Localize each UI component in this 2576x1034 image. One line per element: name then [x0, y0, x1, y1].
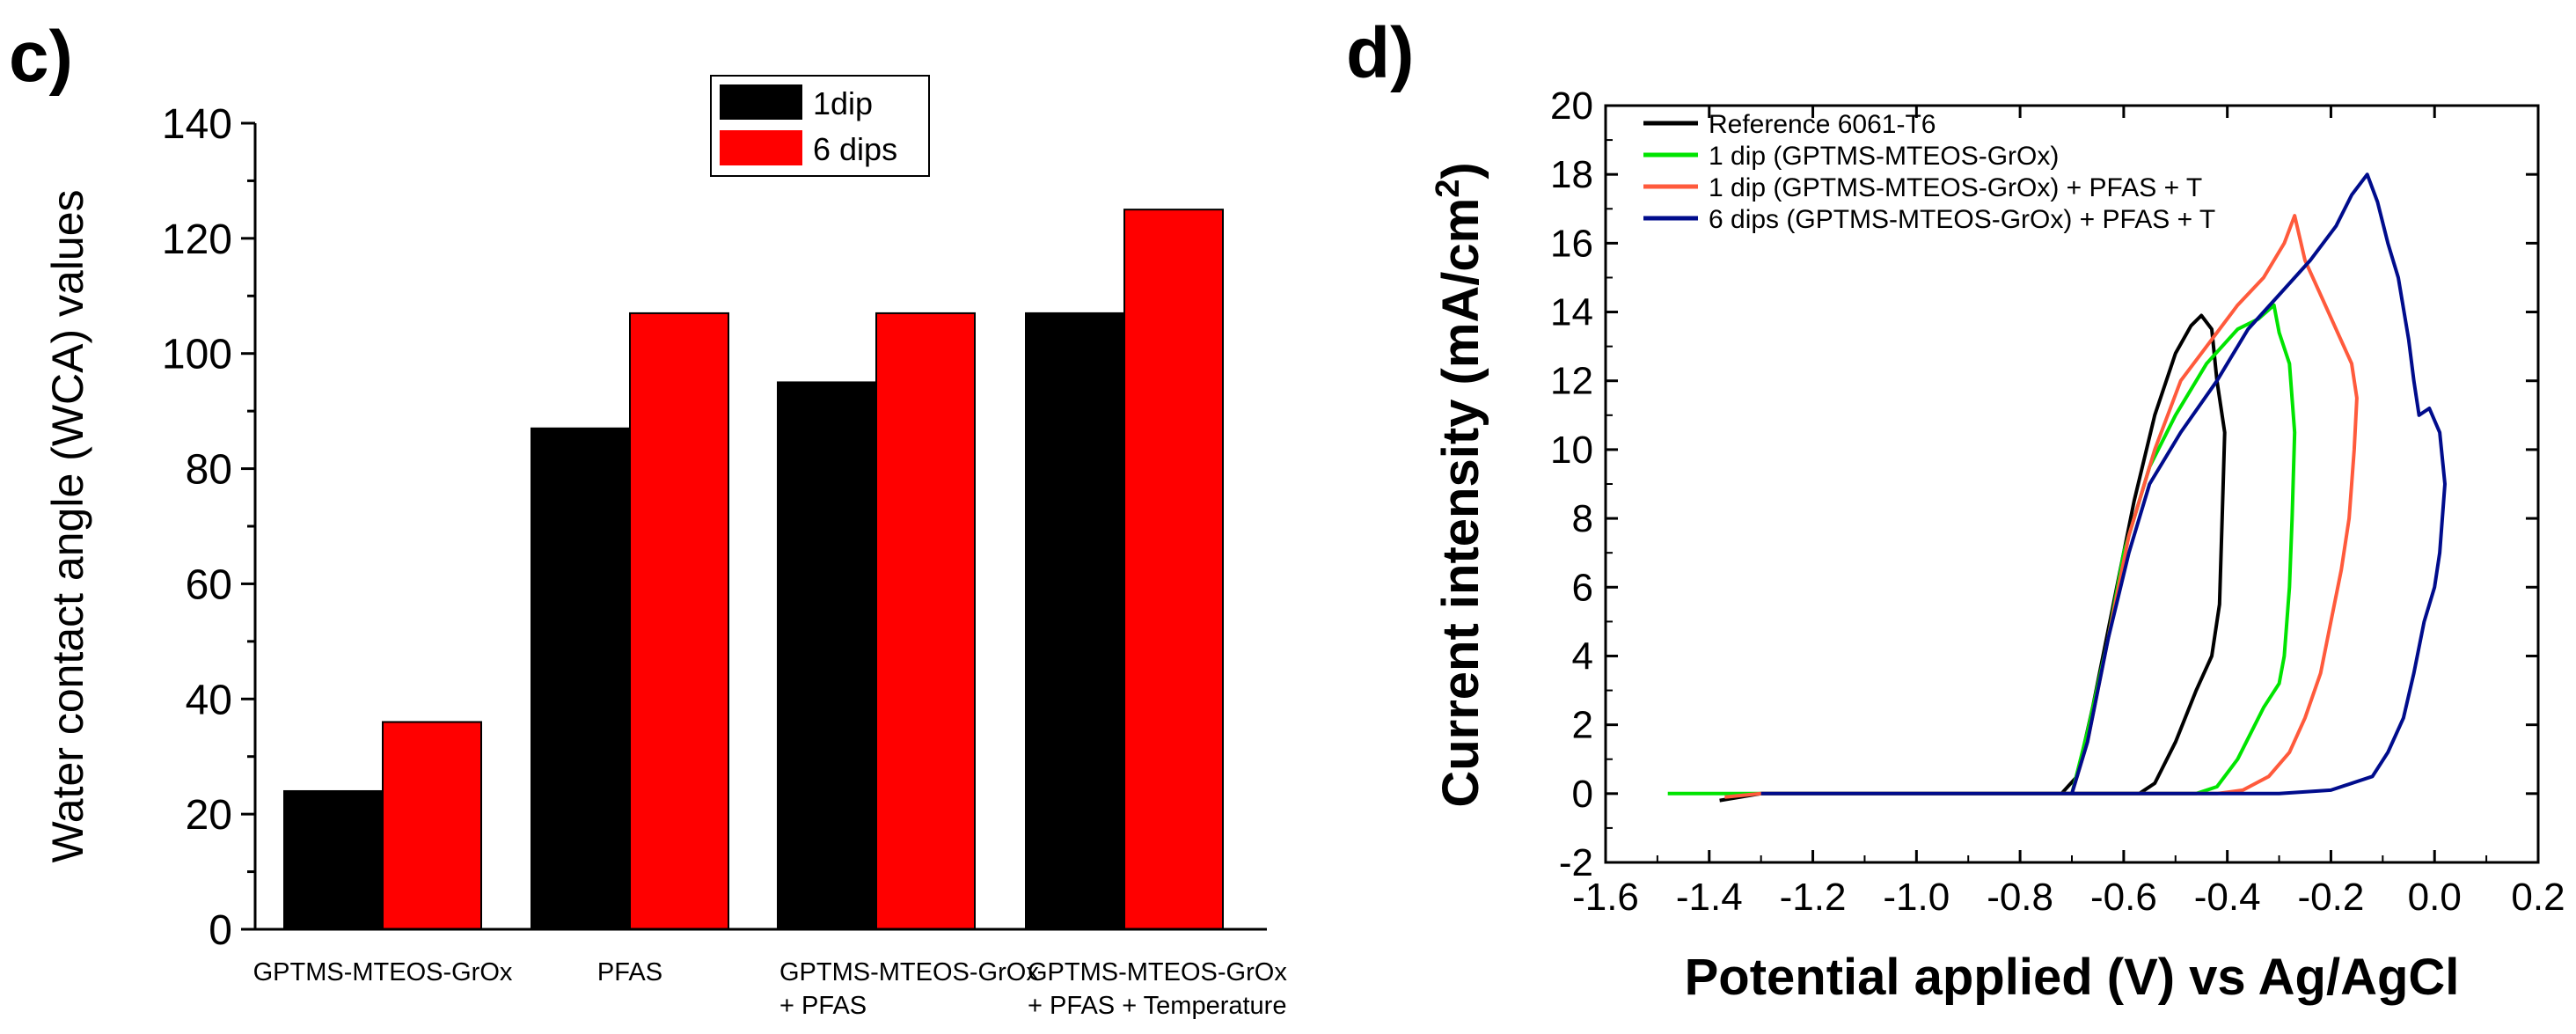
line-chart-panel: d) -1.6 -1.4 -1.2 -1.0 -0.8 -0.6 -0.4 -0.2 0.0 0.…: [1346, 13, 2565, 1006]
bar-1dip-1: [283, 789, 384, 930]
line-series-3: [1724, 214, 2359, 799]
bar-1dip-3: [777, 381, 877, 930]
line-x-tick-label: -0.8: [1987, 876, 2053, 919]
bar-category-label: + PFAS + Temperature: [1028, 992, 1286, 1020]
bar-6dips-3: [875, 312, 976, 930]
bar-y-tick-label: 60: [186, 561, 232, 608]
line-x-tick-label: -0.4: [2194, 876, 2261, 919]
bar-category-label: GPTMS-MTEOS-GrOx: [253, 958, 513, 986]
bar-category-label: PFAS: [597, 958, 662, 986]
line-y-tick-label: 18: [1550, 153, 1593, 196]
line-y-tick-label: 2: [1572, 704, 1593, 747]
panel-label-c: c): [9, 17, 73, 97]
line-legend-label: 1 dip (GPTMS-MTEOS-GrOx): [1709, 142, 2059, 171]
line-y-tick-label: 8: [1572, 497, 1593, 540]
line-series-4: [1760, 172, 2447, 796]
bar-y-tick-label: 0: [209, 907, 232, 954]
bar-6dips-2: [629, 312, 729, 930]
bar-y-tick-label: 20: [186, 792, 232, 839]
panel-label-d: d): [1346, 13, 1414, 93]
bar-y-tick-label: 140: [162, 101, 232, 148]
bar-category-label: + PFAS: [779, 992, 867, 1020]
line-series-group: [1667, 172, 2447, 803]
bar-series-group: [283, 209, 1224, 931]
bar-1dip-2: [531, 427, 631, 930]
line-y-tick-label: 20: [1550, 84, 1593, 128]
bar-chart-panel: c) 0 20 40 60 80 100 120 140 GPTMS-MTEOS-GrOx PF…: [9, 17, 1287, 1020]
legend-label-1dip: 1dip: [813, 85, 873, 121]
bar-y-tick-label: 120: [162, 216, 232, 263]
bar-y-tick-label: 40: [186, 677, 232, 723]
line-x-tick-label: 0.0: [2408, 876, 2462, 919]
line-y-tick-label: -2: [1559, 841, 1593, 884]
line-axes-ticks: -1.6 -1.4 -1.2 -1.0 -0.8 -0.6 -0.4 -0.2 0.0 0.2 -2…: [1550, 84, 2565, 919]
line-x-tick-label: -1.4: [1676, 876, 1743, 919]
bar-y-axis: 0 20 40 60 80 100 120 140: [162, 101, 255, 954]
line-x-axis-title: Potential applied (V) vs Ag/AgCl: [1685, 949, 2460, 1006]
bar-y-tick-label: 80: [186, 447, 232, 494]
bar-category-labels: GPTMS-MTEOS-GrOx PFAS GPTMS-MTEOS-GrOx + PF…: [253, 958, 1288, 1020]
line-x-tick-label: -1.2: [1780, 876, 1847, 919]
line-x-tick-label: -1.6: [1572, 876, 1639, 919]
bar-1dip-4: [1025, 312, 1125, 930]
line-y-tick-label: 16: [1550, 222, 1593, 265]
line-legend-label: Reference 6061-T6: [1709, 110, 1936, 139]
line-legend-label: 6 dips (GPTMS-MTEOS-GrOx) + PFAS + T: [1709, 205, 2215, 234]
line-legend-label: 1 dip (GPTMS-MTEOS-GrOx) + PFAS + T: [1709, 173, 2202, 202]
line-x-tick-label: -0.2: [2298, 876, 2365, 919]
line-y-axis-title-close: ): [1432, 162, 1489, 179]
line-y-tick-label: 6: [1572, 566, 1593, 609]
line-x-tick-label: 0.2: [2511, 876, 2565, 919]
line-legend: Reference 6061-T6 1 dip (GPTMS-MTEOS-GrOx…: [1643, 110, 2215, 234]
bar-category-label: GPTMS-MTEOS-GrOx: [779, 958, 1039, 986]
line-y-axis-title: Current intensity (mA/cm2): [1430, 162, 1489, 807]
line-y-tick-label: 10: [1550, 429, 1593, 472]
bar-6dips-1: [382, 721, 482, 931]
line-y-tick-label: 4: [1572, 634, 1593, 678]
bar-y-axis-title: Water contact angle (WCA) values: [43, 189, 92, 862]
line-x-tick-label: -1.0: [1883, 876, 1950, 919]
legend-swatch-1dip: [720, 84, 802, 120]
line-series-1: [1719, 313, 2227, 803]
legend-swatch-6dips: [720, 130, 802, 165]
line-x-tick-label: -0.6: [2090, 876, 2157, 919]
bar-legend: 1dip 6 dips: [710, 75, 930, 177]
bar-6dips-4: [1123, 209, 1224, 930]
legend-label-6dips: 6 dips: [813, 131, 897, 167]
line-y-axis-title-sup: 2: [1430, 180, 1467, 198]
bar-y-tick-label: 100: [162, 332, 232, 378]
line-y-tick-label: 0: [1572, 773, 1593, 816]
line-y-tick-label: 12: [1550, 360, 1593, 403]
line-y-tick-label: 14: [1550, 291, 1593, 334]
line-y-axis-title-main: Current intensity (mA/cm: [1432, 198, 1489, 808]
line-series-2: [1667, 303, 2297, 796]
bar-category-label: GPTMS-MTEOS-GrOx: [1028, 958, 1287, 986]
